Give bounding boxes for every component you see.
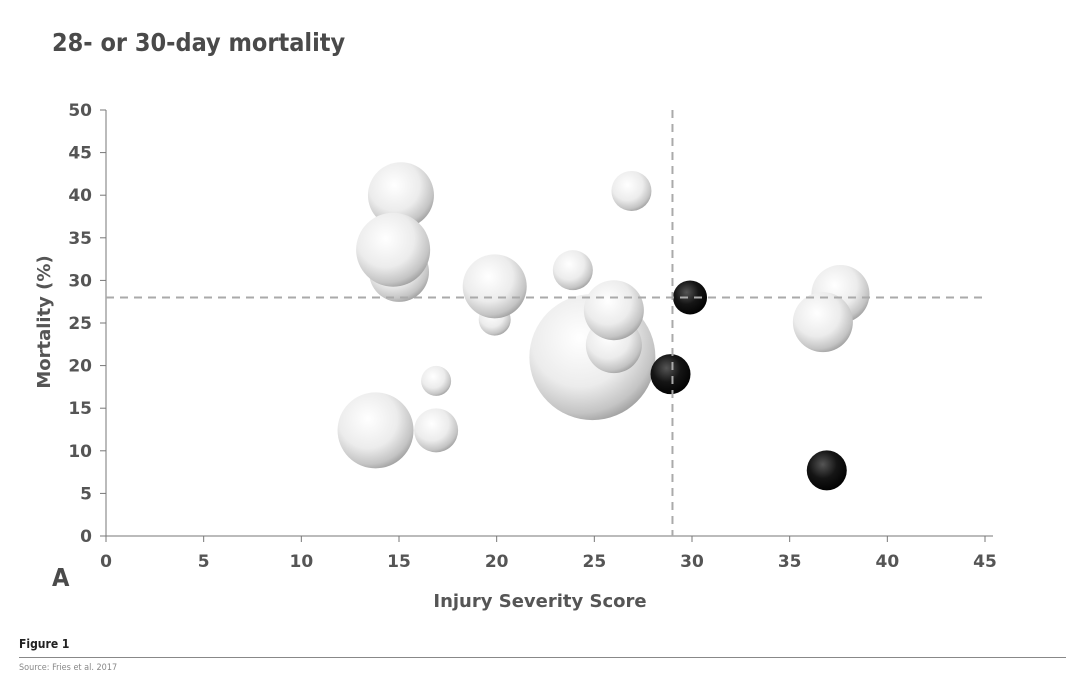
bubble-light <box>421 365 452 396</box>
y-tick-label: 40 <box>68 186 92 206</box>
x-tick-label: 35 <box>778 552 802 572</box>
y-tick-label: 50 <box>68 101 92 121</box>
bubble-light <box>552 250 593 291</box>
bubble-light <box>337 392 414 469</box>
x-tick-label: 45 <box>973 552 997 572</box>
figure-label: Figure 1 <box>19 637 70 651</box>
source-note: Source: Fries et al. 2017 <box>19 663 118 673</box>
y-tick-label: 15 <box>68 399 92 419</box>
x-tick-label: 10 <box>289 552 313 572</box>
bubble-dark <box>806 450 847 491</box>
y-tick-label: 10 <box>68 442 92 462</box>
bubble-light <box>356 212 431 287</box>
bubble-light <box>583 280 644 341</box>
bubble-light <box>792 292 853 353</box>
y-tick-label: 0 <box>80 527 92 547</box>
y-tick-label: 20 <box>68 357 92 377</box>
x-tick-label: 15 <box>387 552 411 572</box>
x-tick-label: 20 <box>485 552 509 572</box>
x-tick-label: 5 <box>198 552 210 572</box>
x-tick-label: 25 <box>582 552 606 572</box>
y-axis-label: Mortality (%) <box>34 255 55 388</box>
bubble-light <box>367 162 434 229</box>
x-tick-label: 30 <box>680 552 704 572</box>
x-tick-label: 40 <box>875 552 899 572</box>
x-tick-label: 0 <box>100 552 112 572</box>
bubble-light <box>414 408 459 453</box>
y-tick-label: 35 <box>68 229 92 249</box>
y-tick-label: 25 <box>68 314 92 334</box>
bubble-light <box>611 170 652 211</box>
x-axis-label: Injury Severity Score <box>433 591 646 612</box>
bubble-dark <box>650 354 691 395</box>
y-tick-label: 45 <box>68 144 92 164</box>
divider <box>19 657 1066 658</box>
panel-label: A <box>52 563 70 592</box>
chart-title: 28- or 30-day mortality <box>52 28 346 57</box>
bubble-light <box>462 254 527 319</box>
bubble-dark <box>673 280 708 315</box>
y-tick-label: 30 <box>68 271 92 291</box>
y-tick-label: 5 <box>80 484 92 504</box>
